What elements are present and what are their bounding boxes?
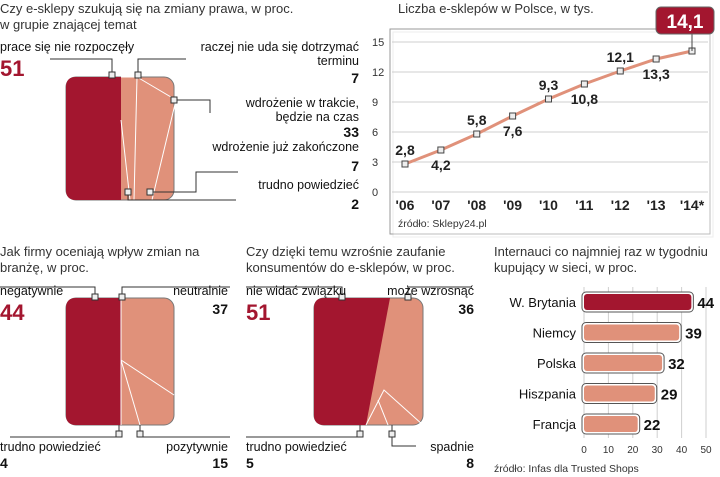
line-point [616,67,624,75]
chart4-label-2: spadnie [430,440,474,454]
line-ytick: 9 [372,97,378,109]
chart3-label-2: pozytywnie [166,440,228,454]
line-data-label: 5,8 [467,112,487,128]
chart2-source: źródło: Sklepy24.pl [398,218,487,230]
line-xtick: '12 [611,197,630,213]
bar-category-label: Niemcy [533,326,577,341]
chart3-label-0: negatywnie [0,284,64,298]
line-point [473,130,481,138]
line-xtick: '09 [503,197,522,213]
bar-xtick: 20 [627,445,639,456]
chart4-title: Czy dzięki temu wzrośnie zaufanie konsum… [246,244,455,275]
chart3-value-3: 4 [0,455,8,471]
line-xtick: '11 [575,197,593,213]
bar [584,294,692,310]
chart3-value-0: 44 [0,300,25,325]
chart4-value-1: 36 [458,301,474,317]
chart3-value-2: 15 [212,455,228,471]
bar [584,324,680,341]
chart1-value-1: 7 [351,70,359,86]
chart3-title: Jak firmy oceniają wpływ zmian na branżę… [0,244,200,275]
bar-xtick: 50 [700,445,712,456]
chart4-label-1: może wzrosnąć [387,284,474,298]
line-point [580,80,588,88]
chart3-label-3: trudno powiedzieć [0,440,101,454]
chart5-source: źródło: Infas dla Trusted Shops [494,463,639,475]
chart1-label-1: raczej nie uda się dotrzymać terminu [200,40,359,68]
bar [584,385,655,402]
line-ytick: 12 [372,67,384,79]
chart4-label-3: trudno powiedzieć [246,440,347,454]
chart1-value-3: 7 [351,158,359,174]
line-data-label: 13,3 [643,66,670,82]
line-point [545,95,552,103]
line-xtick: '07 [431,197,450,213]
line-data-label: 12,1 [607,49,634,65]
chart3-value-1: 37 [212,301,228,317]
chart1-label-2: wdrożenie w trakcie, będzie na czas [245,96,359,124]
bar-xtick: 10 [603,445,615,456]
chart3-label-1: neutralnie [173,284,228,298]
chart1-label-0: prace się nie rozpoczęły [0,40,135,54]
line-ytick: 0 [372,187,378,199]
line-point [509,112,517,120]
chart4-value-3: 5 [246,455,254,471]
line-highlight-box [655,6,715,35]
line-data-label: 4,2 [431,157,451,173]
bar-value-label: 44 [697,295,714,312]
line-xtick: '08 [467,197,486,213]
chart4-label-0: nie widać związku [246,284,347,298]
bar-xtick: 40 [676,445,688,456]
line-xtick: '06 [396,197,415,213]
chart5-title: Internauci co najmniej raz w tygodniu ku… [494,244,708,275]
line-ytick: 3 [372,157,378,169]
bar-category-label: Hiszpania [519,387,577,402]
line-ytick: 6 [372,127,378,139]
line-xtick: '13 [647,197,666,213]
line-data-label: 9,3 [539,77,559,93]
bar-value-label: 22 [644,417,661,434]
chart1-label-4: trudno powiedzieć [258,178,359,192]
chart4-value-0: 51 [246,300,271,325]
chart2-title: Liczba e-sklepów w Polsce, w tys. [398,1,594,16]
bar-category-label: W. Brytania [510,295,577,310]
chart4-value-2: 8 [466,455,474,471]
line-data-label: 2,8 [395,142,415,158]
chart1-label-3: wdrożenie już zakończone [212,140,359,154]
bar-value-label: 29 [661,387,678,404]
bar-xtick: 30 [652,445,664,456]
line-point [401,160,409,168]
line-ytick: 15 [372,37,384,49]
bar-value-label: 39 [685,326,702,343]
bar-value-label: 32 [668,356,685,373]
bar-category-label: Polska [537,356,577,371]
line-data-label: 14,1 [667,12,704,33]
chart1-title: Czy e-sklepy szukują się na zmiany prawa… [0,1,294,32]
bar [584,355,663,371]
chart1-value-4: 2 [351,196,359,212]
bar-category-label: Francja [533,417,577,432]
line-data-label: 7,6 [503,123,523,139]
line-point [652,55,660,63]
chart1-value-0: 51 [0,56,25,81]
line-xtick: '10 [539,197,558,213]
bar [584,416,638,432]
line-point [437,146,445,154]
line-data-label: 10,8 [571,91,598,107]
line-xtick: '14* [680,197,705,213]
chart1-value-2: 33 [343,124,359,140]
bar-xtick: 0 [581,445,587,456]
